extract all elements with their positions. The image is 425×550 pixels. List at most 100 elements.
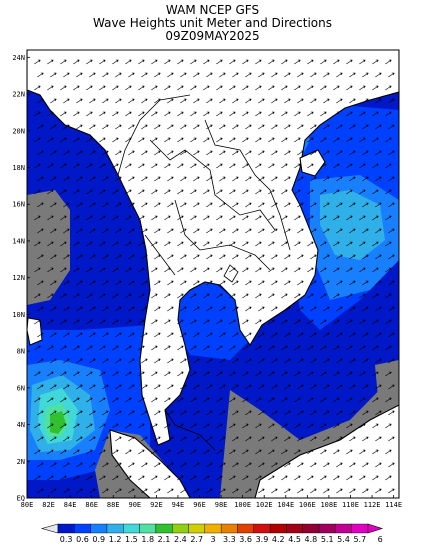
arrow-glyph (76, 280, 83, 286)
arrow-glyph (219, 150, 226, 156)
arrow-glyph (190, 475, 197, 481)
arrow-glyph (154, 150, 161, 156)
arrow-glyph (229, 423, 236, 429)
arrow-glyph (193, 202, 200, 208)
arrow-glyph (219, 124, 226, 130)
arrow-glyph (63, 150, 70, 156)
arrow-glyph (333, 267, 340, 273)
arrow-glyph (242, 397, 249, 403)
arrow-glyph (258, 306, 265, 312)
arrow-glyph (255, 241, 262, 247)
arrow-glyph (128, 228, 135, 234)
arrow-glyph (60, 111, 67, 117)
arrow-glyph (164, 345, 171, 351)
arrow-glyph (271, 202, 278, 208)
arrow-glyph (102, 254, 109, 260)
arrow-glyph (193, 124, 200, 130)
legend-label: 3.9 (256, 535, 269, 544)
arrow-glyph (219, 436, 226, 442)
legend-swatch (188, 523, 206, 534)
arrow-glyph (190, 319, 197, 325)
arrow-glyph (229, 319, 236, 325)
arrow-glyph (320, 59, 327, 65)
arrow-glyph (362, 358, 369, 364)
arrow-glyph (190, 241, 197, 247)
lat-label: EQ (17, 495, 25, 503)
arrow-glyph (203, 371, 210, 377)
arrow-glyph (349, 436, 356, 442)
arrow-glyph (50, 176, 57, 182)
arrow-glyph (258, 150, 265, 156)
arrow-glyph (229, 449, 236, 455)
arrow-glyph (255, 111, 262, 117)
arrow-glyph (89, 254, 96, 260)
arrow-glyph (242, 293, 249, 299)
lon-axis: 80E 82E 84E 86E 88E 90E 92E 94E 96E 98E 100E 102E 10… (21, 495, 402, 509)
arrow-glyph (229, 111, 236, 117)
arrow-glyph (89, 332, 96, 338)
arrow-glyph (89, 202, 96, 208)
arrow-glyph (375, 98, 382, 104)
arrow-glyph (115, 462, 122, 468)
arrow-glyph (89, 150, 96, 156)
arrow-glyph (284, 124, 291, 130)
arrow-glyph (281, 397, 288, 403)
arrow-glyph (242, 111, 249, 117)
arrow-glyph (99, 215, 106, 221)
arrow-glyph (349, 488, 356, 494)
arrow-glyph (294, 85, 301, 91)
lat-label: 6N (17, 384, 25, 392)
arrow-glyph (281, 319, 288, 325)
arrow-glyph (333, 345, 340, 351)
arrow-glyph (216, 137, 223, 143)
arrow-glyph (372, 59, 379, 65)
arrow-glyph (310, 462, 317, 468)
arrow-glyph (323, 384, 330, 390)
arrow-glyph (307, 85, 314, 91)
arrow-glyph (307, 215, 314, 221)
arrow-glyph (284, 72, 291, 78)
arrow-glyph (375, 488, 382, 494)
arrow-glyph (349, 254, 356, 260)
arrow-glyph (115, 150, 122, 156)
lon-label: 86E (85, 501, 98, 509)
arrow-glyph (297, 462, 304, 468)
arrow-glyph (284, 384, 291, 390)
arrow-glyph (323, 488, 330, 494)
arrow-glyph (333, 59, 340, 65)
arrow-glyph (320, 293, 327, 299)
arrow-glyph (167, 98, 174, 104)
arrow-glyph (388, 176, 395, 182)
arrow-glyph (63, 462, 70, 468)
arrow-glyph (112, 449, 119, 455)
arrow-glyph (307, 241, 314, 247)
arrow-glyph (336, 280, 343, 286)
arrow-glyph (37, 150, 44, 156)
arrow-glyph (63, 306, 70, 312)
arrow-glyph (323, 202, 330, 208)
arrow-glyph (297, 280, 304, 286)
arrow-glyph (193, 176, 200, 182)
arrow-glyph (385, 449, 392, 455)
arrow-glyph (102, 488, 109, 494)
arrow-glyph (151, 423, 158, 429)
arrow-glyph (206, 228, 213, 234)
arrow-glyph (242, 241, 249, 247)
arrow-glyph (336, 358, 343, 364)
arrow-glyph (141, 384, 148, 390)
arrow-glyph (50, 150, 57, 156)
legend-swatch (204, 523, 222, 534)
arrow-glyph (349, 280, 356, 286)
arrow-glyph (320, 345, 327, 351)
arrow-glyph (203, 293, 210, 299)
arrow-glyph (232, 228, 239, 234)
arrow-glyph (177, 189, 184, 195)
arrow-glyph (219, 306, 226, 312)
arrow-glyph (216, 215, 223, 221)
arrow-glyph (167, 228, 174, 234)
arrow-glyph (203, 449, 210, 455)
arrow-glyph (128, 488, 135, 494)
arrow-glyph (294, 293, 301, 299)
arrow-glyph (167, 332, 174, 338)
arrow-glyph (258, 72, 265, 78)
